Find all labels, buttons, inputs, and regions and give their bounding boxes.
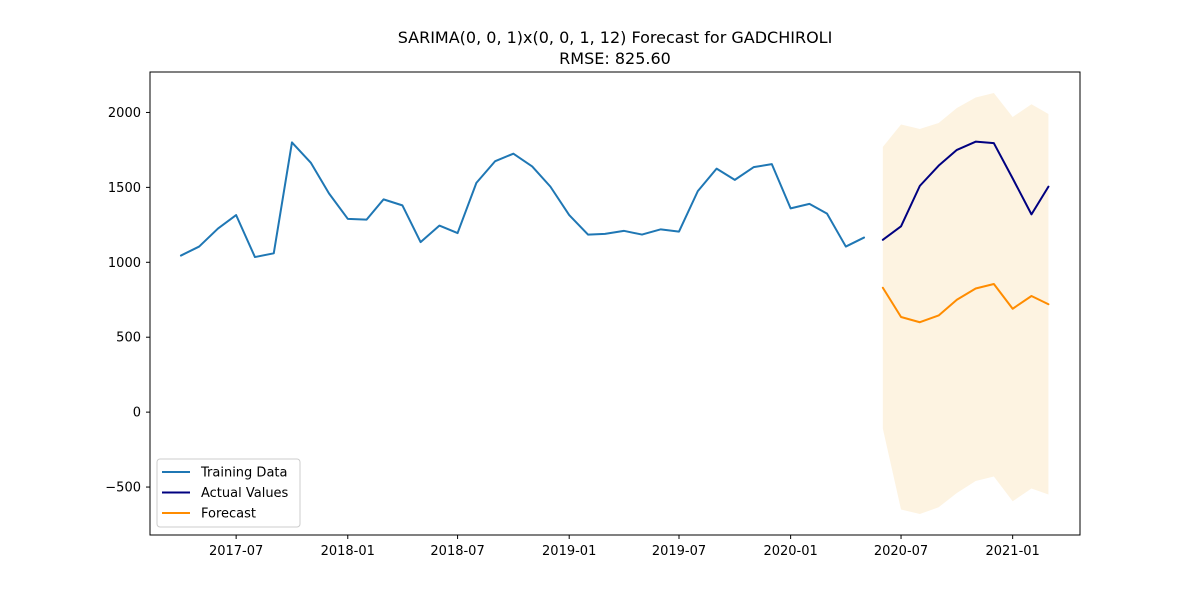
x-tick-label: 2019-07 bbox=[652, 544, 706, 559]
x-tick-label: 2019-01 bbox=[542, 544, 596, 559]
confidence-band-layer bbox=[882, 92, 1049, 515]
y-tick-label: 1000 bbox=[108, 256, 141, 271]
confidence-band bbox=[882, 92, 1049, 515]
x-tick-label: 2020-07 bbox=[874, 544, 928, 559]
legend-label-2: Forecast bbox=[201, 507, 256, 522]
y-tick-label: 500 bbox=[116, 331, 141, 346]
x-axis: 2017-07 2018-01 2018-07 2019-01 2019-07 2020-… bbox=[209, 535, 1040, 559]
y-axis: −500 0 500 1000 1500 2000 bbox=[105, 106, 150, 496]
series-line-0 bbox=[179, 141, 866, 259]
chart-title: SARIMA(0, 0, 1)x(0, 0, 1, 12) Forecast f… bbox=[398, 28, 833, 47]
y-tick-label: −500 bbox=[105, 481, 141, 496]
x-tick-label: 2018-01 bbox=[321, 544, 375, 559]
series-layer bbox=[179, 140, 1050, 324]
x-tick-label: 2018-07 bbox=[430, 544, 484, 559]
legend-box bbox=[156, 458, 301, 528]
chart-title-group: SARIMA(0, 0, 1)x(0, 0, 1, 12) Forecast f… bbox=[398, 28, 833, 68]
chart-subtitle: RMSE: 825.60 bbox=[559, 49, 671, 68]
legend: Training Data Actual Values Forecast bbox=[156, 458, 301, 528]
plot-area-frame bbox=[149, 71, 1081, 536]
series-line-1 bbox=[881, 140, 1050, 241]
x-tick-label: 2017-07 bbox=[209, 544, 263, 559]
legend-label-1: Actual Values bbox=[201, 486, 289, 501]
legend-label-0: Training Data bbox=[200, 466, 287, 481]
y-tick-label: 2000 bbox=[108, 106, 141, 121]
y-tick-label: 0 bbox=[133, 406, 141, 421]
x-tick-label: 2021-01 bbox=[985, 544, 1039, 559]
series-line-2 bbox=[881, 283, 1050, 324]
y-tick-label: 1500 bbox=[108, 181, 141, 196]
x-tick-label: 2020-01 bbox=[763, 544, 817, 559]
